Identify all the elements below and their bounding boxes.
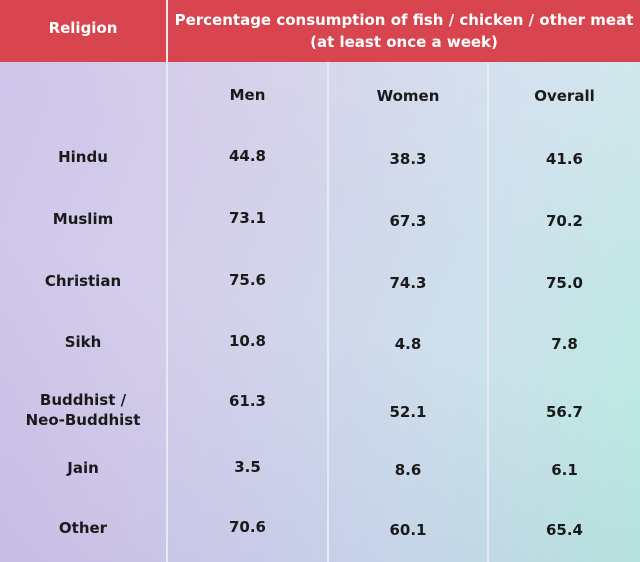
women-value-cell: 38.3 xyxy=(389,150,427,168)
overall-column-header: Overall xyxy=(534,87,595,105)
men-value-cell: 10.8 xyxy=(228,332,266,350)
religion-label-line: Buddhist / xyxy=(39,391,127,409)
measure-header-line2: (at least once a week) xyxy=(310,33,498,51)
men-value-cell: 44.8 xyxy=(228,147,266,165)
men-value-cell: 3.5 xyxy=(234,458,261,476)
religion-label-line: Christian xyxy=(44,272,122,290)
women-value-cell: 52.1 xyxy=(389,403,427,421)
overall-value-cell: 41.6 xyxy=(545,150,583,168)
women-value-cell: 4.8 xyxy=(394,335,422,353)
men-column-header: Men xyxy=(229,86,266,104)
religion-label-line: Jain xyxy=(67,459,99,477)
religion-cell: Hindu xyxy=(0,147,166,167)
religion-label-line: Muslim xyxy=(52,210,114,228)
women-value-cell: 8.6 xyxy=(394,461,422,479)
religion-cell: Other xyxy=(0,518,166,538)
religion-label-line: Hindu xyxy=(58,148,108,166)
men-value-cell: 61.3 xyxy=(228,392,266,410)
women-column-header: Women xyxy=(376,87,440,105)
religion-cell: Buddhist / Neo-Buddhist xyxy=(0,390,166,430)
overall-value-cell: 56.7 xyxy=(545,403,583,421)
women-value-cell: 74.3 xyxy=(389,274,427,292)
religion-label-line: Other xyxy=(58,519,108,537)
men-value-cell: 73.1 xyxy=(228,209,266,227)
religion-cell: Sikh xyxy=(0,332,166,352)
religion-cell: Jain xyxy=(0,458,166,478)
overall-value-cell: 6.1 xyxy=(551,461,578,479)
header-divider xyxy=(166,0,168,62)
column-divider xyxy=(487,62,489,562)
overall-value-cell: 75.0 xyxy=(545,274,583,292)
women-value-cell: 67.3 xyxy=(389,212,427,230)
overall-value-cell: 65.4 xyxy=(545,521,583,539)
men-value-cell: 75.6 xyxy=(228,271,266,289)
religion-label-line: Sikh xyxy=(64,333,102,351)
overall-value-cell: 70.2 xyxy=(545,212,583,230)
religion-label-line: Neo-Buddhist xyxy=(25,411,141,429)
measure-header-line1: Percentage consumption of fish / chicken… xyxy=(174,11,634,29)
column-divider xyxy=(327,62,329,562)
column-divider xyxy=(166,62,168,562)
men-value-cell: 70.6 xyxy=(228,518,266,536)
table-header-band xyxy=(0,0,640,62)
religion-cell: Christian xyxy=(0,271,166,291)
overall-value-cell: 7.8 xyxy=(551,335,578,353)
women-value-cell: 60.1 xyxy=(389,521,427,539)
religion-column-header: Religion xyxy=(48,19,118,37)
religion-cell: Muslim xyxy=(0,209,166,229)
